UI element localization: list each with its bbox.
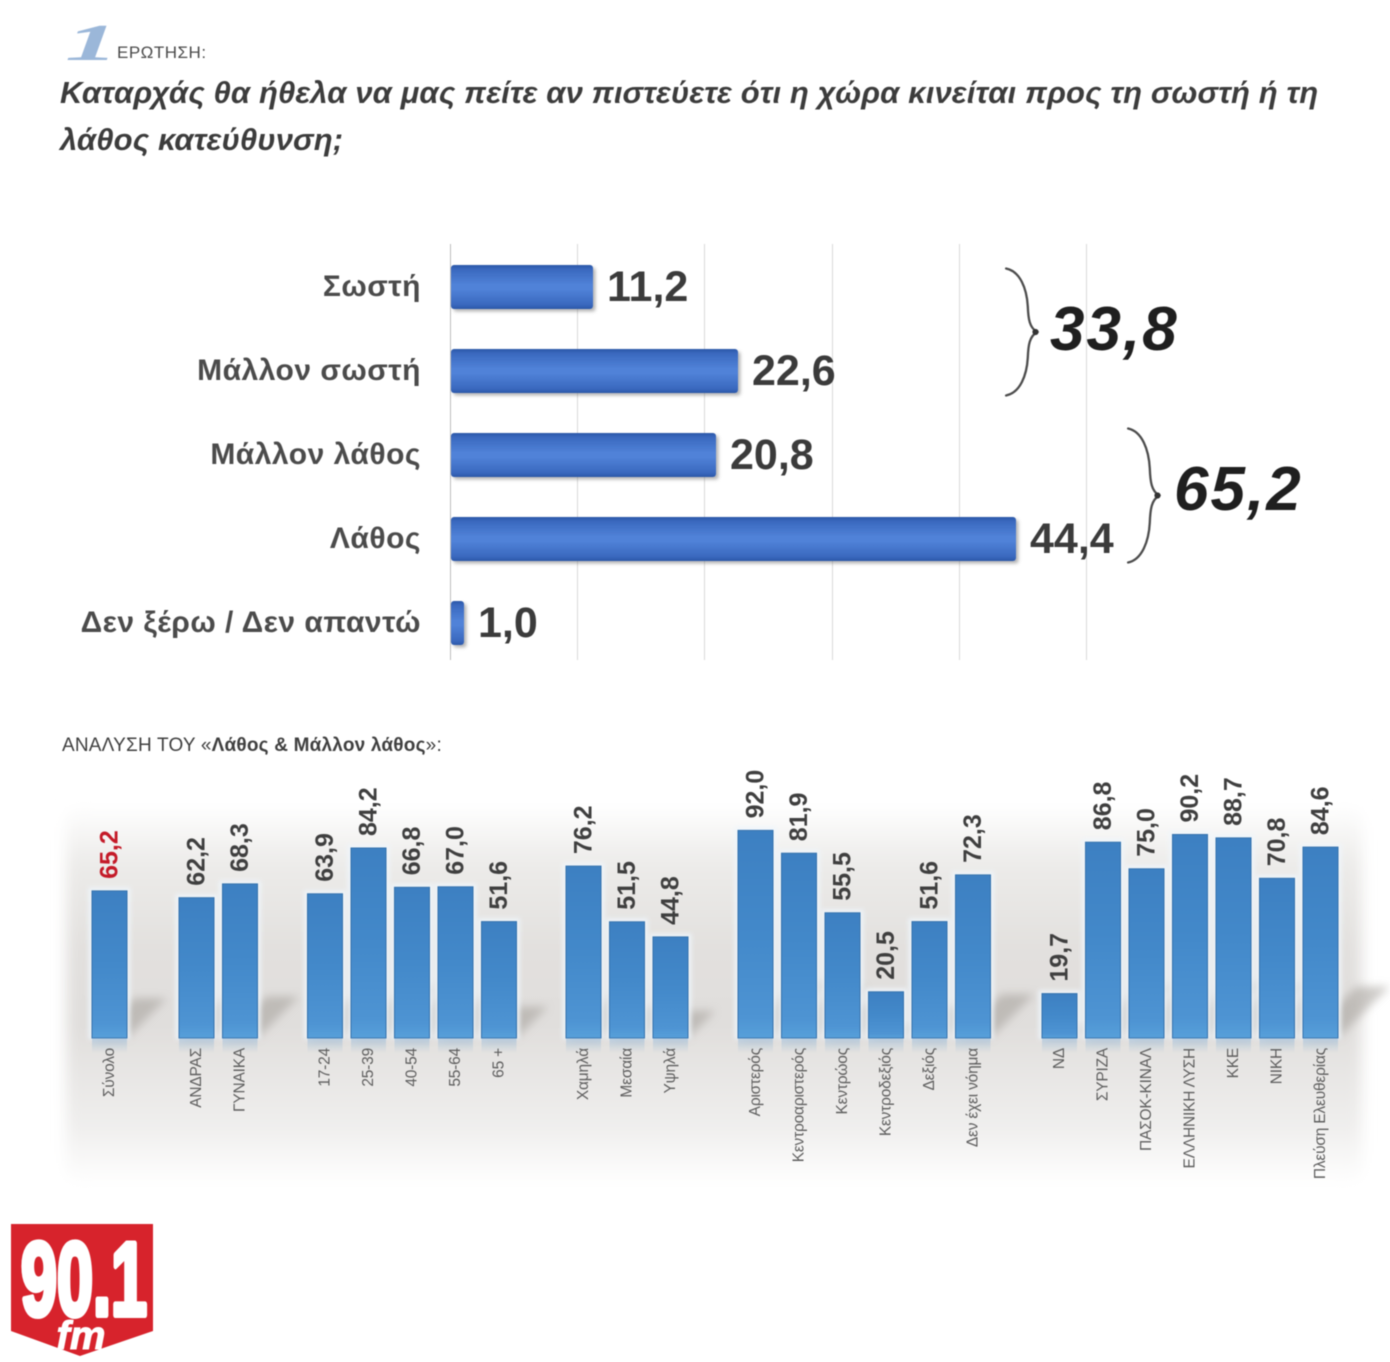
svg-text:fm: fm bbox=[57, 1314, 106, 1358]
svg-text:72,3: 72,3 bbox=[959, 814, 987, 863]
svg-text:Υψηλά: Υψηλά bbox=[662, 1048, 679, 1094]
svg-text:51,6: 51,6 bbox=[916, 861, 944, 910]
svg-text:40-54: 40-54 bbox=[404, 1047, 421, 1086]
svg-text:84,2: 84,2 bbox=[355, 787, 383, 836]
svg-text:65,2: 65,2 bbox=[96, 830, 124, 879]
svg-text:70,8: 70,8 bbox=[1263, 818, 1291, 867]
svg-text:Χαμηλά: Χαμηλά bbox=[575, 1048, 592, 1100]
svg-text:75,0: 75,0 bbox=[1133, 808, 1161, 857]
svg-text:55-64: 55-64 bbox=[447, 1047, 464, 1086]
svg-text:Κεντρώος: Κεντρώος bbox=[834, 1048, 851, 1115]
svg-text:Μεσαία: Μεσαία bbox=[619, 1048, 636, 1098]
svg-text:90.1: 90.1 bbox=[21, 1222, 147, 1338]
svg-text:ΝΙΚΗ: ΝΙΚΗ bbox=[1269, 1048, 1286, 1084]
svg-text:ΓΥΝΑΙΚΑ: ΓΥΝΑΙΚΑ bbox=[232, 1047, 249, 1112]
svg-text:86,8: 86,8 bbox=[1089, 781, 1117, 830]
svg-text:ΑΝΔΡΑΣ: ΑΝΔΡΑΣ bbox=[188, 1048, 205, 1108]
svg-text:Κεντροδεξιός: Κεντροδεξιός bbox=[878, 1048, 895, 1136]
svg-text:66,8: 66,8 bbox=[398, 827, 426, 876]
svg-text:90,2: 90,2 bbox=[1176, 774, 1204, 823]
svg-text:ΕΛΛΗΝΙΚΗ ΛΥΣΗ: ΕΛΛΗΝΙΚΗ ΛΥΣΗ bbox=[1182, 1048, 1199, 1168]
svg-text:17-24: 17-24 bbox=[317, 1047, 334, 1086]
svg-text:Σύνολο: Σύνολο bbox=[101, 1048, 118, 1097]
svg-text:51,6: 51,6 bbox=[485, 861, 513, 910]
svg-text:25-39: 25-39 bbox=[360, 1048, 377, 1087]
svg-text:92,0: 92,0 bbox=[742, 770, 770, 819]
svg-text:84,6: 84,6 bbox=[1307, 786, 1335, 835]
svg-text:67,0: 67,0 bbox=[442, 826, 470, 875]
svg-text:Πλεύση Ελευθερίας: Πλεύση Ελευθερίας bbox=[1312, 1048, 1329, 1179]
svg-text:Δεν έχει νόημα: Δεν έχει νόημα bbox=[965, 1048, 982, 1147]
svg-text:ΚΚΕ: ΚΚΕ bbox=[1225, 1048, 1242, 1078]
svg-text:20,5: 20,5 bbox=[872, 931, 900, 980]
svg-text:44,8: 44,8 bbox=[657, 876, 685, 925]
svg-text:Αριστερός: Αριστερός bbox=[747, 1048, 764, 1116]
svg-text:55,5: 55,5 bbox=[829, 852, 857, 901]
svg-text:62,2: 62,2 bbox=[183, 837, 211, 886]
svg-text:68,3: 68,3 bbox=[226, 823, 254, 872]
svg-text:ΣΥΡΙΖΑ: ΣΥΡΙΖΑ bbox=[1095, 1047, 1112, 1101]
svg-text:ΠΑΣΟΚ-ΚΙΝΑΛ: ΠΑΣΟΚ-ΚΙΝΑΛ bbox=[1138, 1047, 1155, 1151]
svg-text:ΝΔ: ΝΔ bbox=[1051, 1048, 1068, 1069]
svg-text:88,7: 88,7 bbox=[1220, 777, 1248, 826]
svg-text:51,5: 51,5 bbox=[613, 861, 641, 910]
svg-text:76,2: 76,2 bbox=[570, 805, 598, 854]
svg-text:Κεντροαριστερός: Κεντροαριστερός bbox=[791, 1048, 808, 1162]
svg-text:19,7: 19,7 bbox=[1046, 933, 1074, 982]
svg-text:81,9: 81,9 bbox=[785, 793, 813, 842]
svg-text:63,9: 63,9 bbox=[311, 833, 339, 882]
svg-text:65 +: 65 + bbox=[491, 1048, 508, 1078]
svg-text:Δεξιός: Δεξιός bbox=[921, 1048, 938, 1091]
